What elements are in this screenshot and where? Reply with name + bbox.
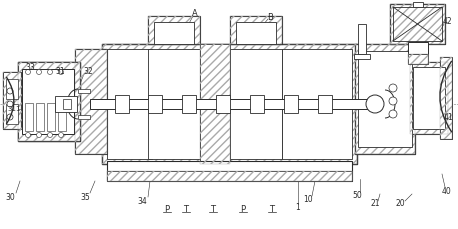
Bar [25,103,33,131]
Bar [358,51,412,147]
Text: 50: 50 [352,191,362,201]
Text: 41: 41 [443,112,453,122]
Bar [107,161,352,181]
Circle shape [389,97,397,105]
Bar [18,62,80,141]
Circle shape [26,69,31,74]
Bar [63,99,71,109]
Circle shape [48,69,53,74]
Bar [78,89,90,93]
Bar [318,95,332,113]
Circle shape [7,101,13,107]
Bar [230,49,282,159]
Bar [390,4,445,44]
Text: 20: 20 [395,199,405,208]
Bar [22,69,74,134]
Bar [47,103,55,131]
Bar [148,16,200,44]
Bar [3,72,21,129]
Bar [282,49,352,159]
Bar [36,103,44,131]
Bar [148,95,162,113]
Bar [408,42,428,54]
Text: 32: 32 [83,66,93,76]
Bar [200,44,230,164]
Bar [6,104,18,124]
Bar [250,95,264,113]
Circle shape [366,95,384,113]
Text: 30: 30 [5,193,15,202]
Bar [3,72,21,129]
Bar [115,95,129,113]
Bar [390,4,445,44]
Bar [236,22,276,44]
Bar [18,62,80,141]
Text: 21: 21 [370,199,380,208]
Bar [230,16,282,44]
Text: T: T [269,204,274,213]
Bar [18,62,80,141]
Circle shape [48,133,53,137]
Bar [6,79,18,99]
Text: 40: 40 [442,186,452,196]
Bar [410,62,448,134]
Bar [107,171,352,181]
Circle shape [7,88,13,94]
Bar [107,171,352,181]
Bar [408,54,428,64]
Bar [200,44,230,164]
Bar [284,95,298,113]
Text: A: A [192,9,198,19]
Bar [440,57,452,139]
Circle shape [59,69,64,74]
Bar [355,44,415,154]
Bar [410,62,448,134]
Text: 31: 31 [55,66,65,76]
Circle shape [389,110,397,118]
Bar [154,22,194,44]
Bar [408,54,428,64]
Bar [148,49,200,159]
Bar [148,16,200,44]
Text: 10: 10 [303,194,313,204]
Text: T: T [184,204,189,213]
Circle shape [7,114,13,120]
Text: 1: 1 [295,202,300,212]
Bar [413,67,445,129]
Bar [216,95,230,113]
Bar [75,49,107,154]
Text: P: P [164,204,169,213]
Text: 33: 33 [25,63,35,71]
Bar [182,95,196,113]
Circle shape [37,69,42,74]
Text: P: P [240,204,245,213]
Bar [3,72,21,129]
Bar [440,57,452,139]
Text: T: T [211,204,216,213]
Circle shape [37,133,42,137]
Bar [354,54,370,59]
Bar [78,115,90,119]
Bar [230,16,282,44]
Bar [393,7,442,41]
Text: B: B [267,13,273,22]
Text: 34: 34 [137,196,147,205]
Text: 42: 42 [442,17,452,27]
Bar [90,99,375,109]
Bar [413,2,423,7]
Text: 35: 35 [80,193,90,202]
Circle shape [389,84,397,92]
Bar [355,44,415,154]
Circle shape [26,133,31,137]
Bar [358,24,366,54]
Circle shape [59,133,64,137]
Bar [55,96,77,112]
Bar [102,44,357,164]
Text: 311: 311 [7,106,21,112]
Bar [102,44,357,164]
Bar [75,49,107,154]
Bar [107,49,152,159]
Bar [58,103,66,131]
